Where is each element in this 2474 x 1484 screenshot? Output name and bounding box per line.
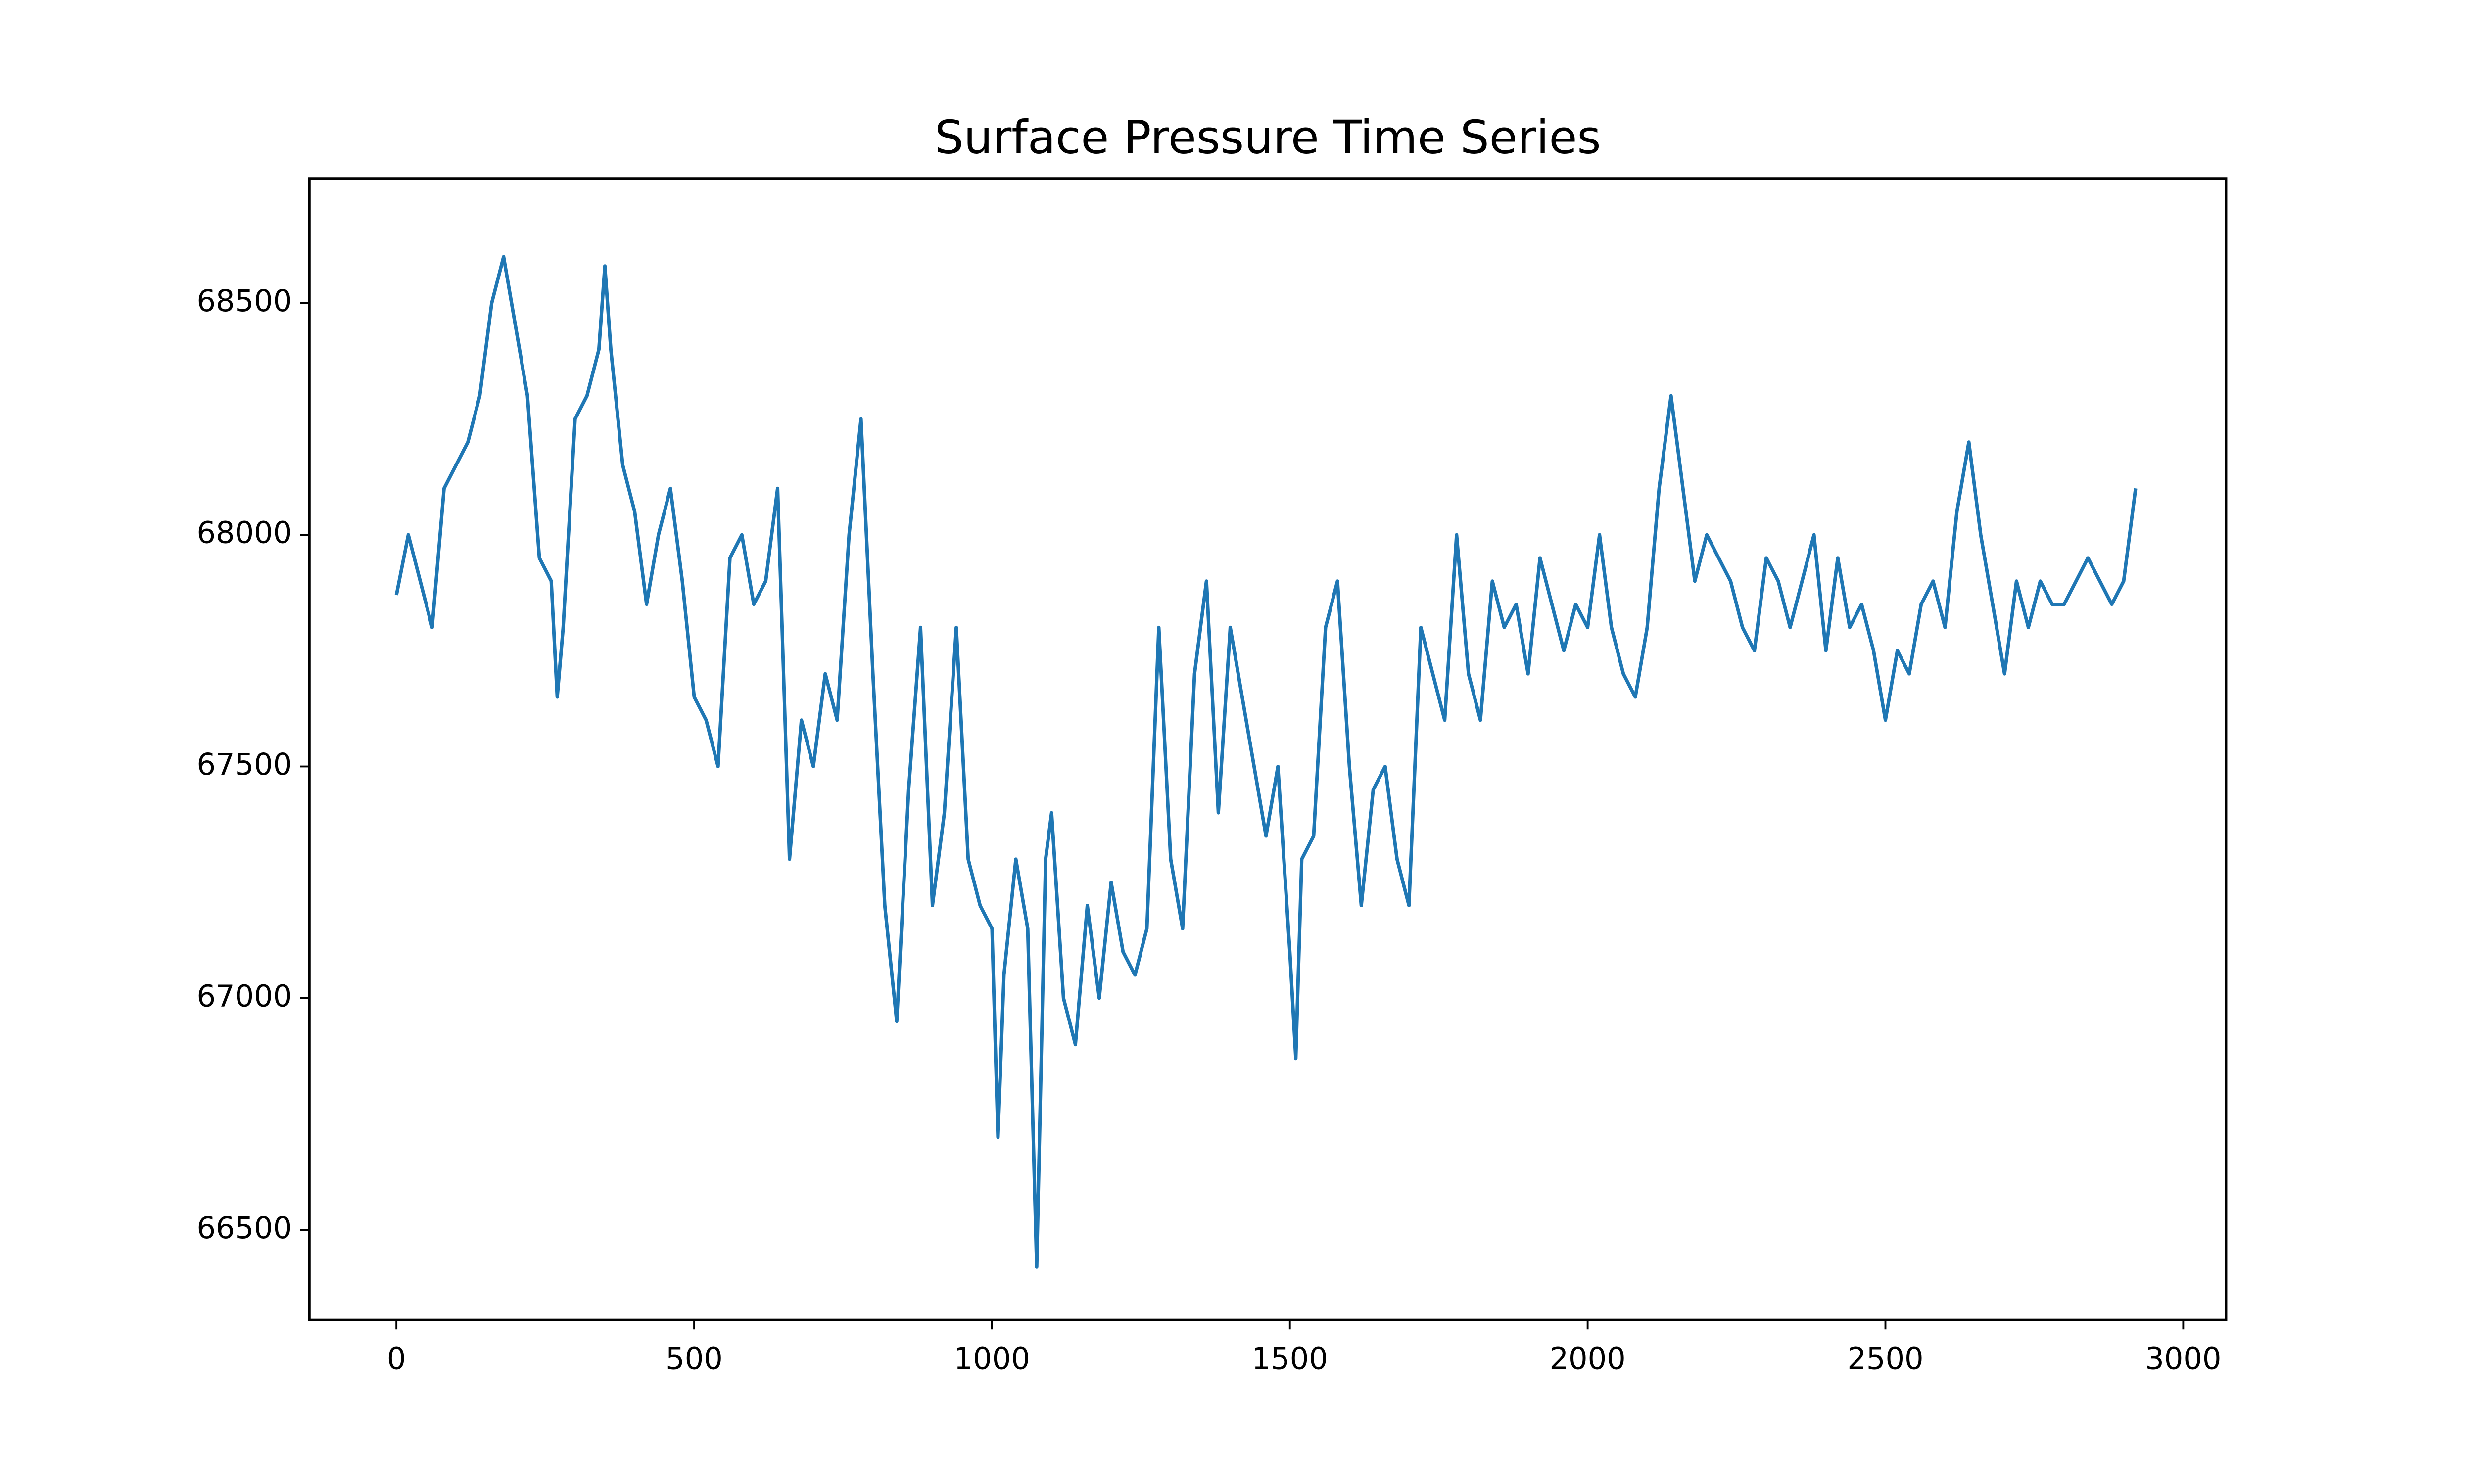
plot-frame: [308, 177, 2228, 1321]
x-tick-label: 1000: [954, 1342, 1030, 1377]
data-line: [394, 255, 2138, 1269]
y-tick-label: 68000: [196, 516, 292, 551]
x-tick-label: 500: [666, 1342, 723, 1377]
x-tick-label: 3000: [2145, 1342, 2221, 1377]
x-tick-label: 0: [387, 1342, 406, 1377]
x-tick-label: 1500: [1252, 1342, 1328, 1377]
x-tick-label: 2000: [1549, 1342, 1625, 1377]
y-tick-label: 67000: [196, 979, 292, 1014]
y-tick-label: 68500: [196, 284, 292, 319]
chart-title: Surface Pressure Time Series: [935, 110, 1601, 164]
y-tick-label: 67500: [196, 747, 292, 782]
y-tick-label: 66500: [196, 1211, 292, 1246]
x-tick-label: 2500: [1847, 1342, 1923, 1377]
